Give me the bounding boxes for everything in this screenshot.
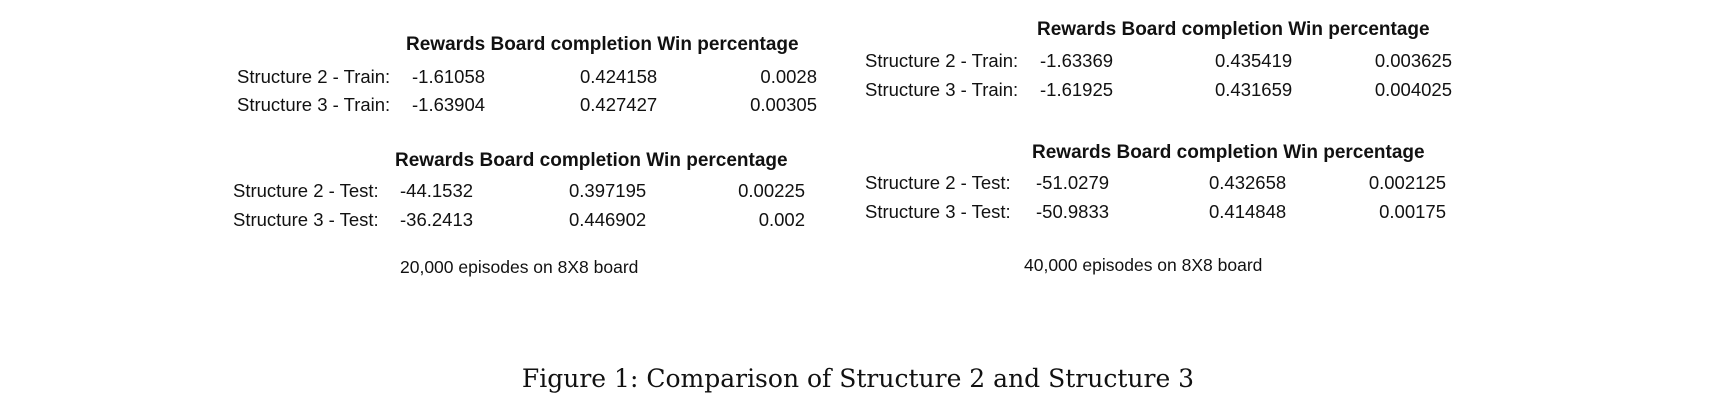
rewards-value: -36.2413	[400, 209, 474, 230]
table-row: Structure 2 - Train: -1.63369 0.435419 0…	[865, 50, 1452, 72]
table-header: Rewards Board completion Win percentage	[406, 34, 799, 56]
table-row: Structure 2 - Test: -51.0279 0.432658 0.…	[865, 172, 1446, 194]
table-row: Structure 2 - Train: -1.61058 0.424158 0…	[237, 66, 817, 88]
rewards-value: -1.63369	[1040, 50, 1114, 71]
rewards-value: -1.61058	[412, 66, 486, 87]
board-completion-value: 0.431659	[1215, 79, 1293, 100]
rewards-value: -51.0279	[1036, 172, 1110, 193]
table-row: Structure 3 - Test: -50.9833 0.414848 0.…	[865, 201, 1446, 223]
board-completion-value: 0.414848	[1209, 201, 1287, 222]
panel-caption: 40,000 episodes on 8X8 board	[1024, 255, 1263, 275]
table-header: Rewards Board completion Win percentage	[1037, 19, 1430, 41]
win-percentage-value: 0.0028	[760, 66, 817, 87]
rewards-value: -50.9833	[1036, 201, 1110, 222]
header-board-completion: Board completion	[1121, 19, 1283, 40]
rewards-value: -1.61925	[1040, 79, 1114, 100]
rewards-value: -44.1532	[400, 180, 474, 201]
row-label: Structure 3 - Test:	[233, 209, 379, 230]
header-rewards: Rewards	[1037, 19, 1117, 40]
win-percentage-value: 0.00305	[750, 94, 817, 115]
panel-caption: 20,000 episodes on 8X8 board	[400, 257, 639, 277]
table-row: Structure 3 - Train: -1.63904 0.427427 0…	[237, 94, 817, 116]
board-completion-value: 0.446902	[569, 209, 647, 230]
win-percentage-value: 0.004025	[1374, 79, 1452, 100]
table-header: Rewards Board completion Win percentage	[395, 150, 788, 172]
win-percentage-value: 0.00175	[1379, 201, 1446, 222]
board-completion-value: 0.427427	[580, 94, 658, 115]
header-rewards: Rewards	[1032, 142, 1112, 163]
win-percentage-value: 0.002	[758, 209, 805, 230]
table-row: Structure 2 - Test: -44.1532 0.397195 0.…	[233, 180, 805, 202]
board-completion-value: 0.432658	[1209, 172, 1287, 193]
header-win-percentage: Win percentage	[646, 150, 788, 171]
table-row: Structure 3 - Train: -1.61925 0.431659 0…	[865, 79, 1452, 101]
rewards-value: -1.63904	[412, 94, 486, 115]
row-label: Structure 3 - Train:	[237, 94, 391, 115]
header-win-percentage: Win percentage	[657, 34, 799, 55]
table-header: Rewards Board completion Win percentage	[1032, 142, 1425, 164]
row-label: Structure 2 - Train:	[865, 50, 1019, 71]
header-rewards: Rewards	[406, 34, 486, 55]
figure-caption: Figure 1: Comparison of Structure 2 and …	[521, 364, 1195, 393]
table-row: Structure 3 - Test: -36.2413 0.446902 0.…	[233, 209, 805, 231]
header-board-completion: Board completion	[1116, 142, 1278, 163]
board-completion-value: 0.397195	[569, 180, 647, 201]
row-label: Structure 2 - Train:	[237, 66, 391, 87]
win-percentage-value: 0.00225	[738, 180, 805, 201]
row-label: Structure 3 - Train:	[865, 79, 1019, 100]
win-percentage-value: 0.002125	[1368, 172, 1446, 193]
row-label: Structure 2 - Test:	[865, 172, 1011, 193]
board-completion-value: 0.424158	[580, 66, 658, 87]
header-board-completion: Board completion	[479, 150, 641, 171]
row-label: Structure 2 - Test:	[233, 180, 379, 201]
win-percentage-value: 0.003625	[1374, 50, 1452, 71]
header-win-percentage: Win percentage	[1283, 142, 1425, 163]
row-label: Structure 3 - Test:	[865, 201, 1011, 222]
board-completion-value: 0.435419	[1215, 50, 1293, 71]
header-win-percentage: Win percentage	[1288, 19, 1430, 40]
header-board-completion: Board completion	[490, 34, 652, 55]
header-rewards: Rewards	[395, 150, 475, 171]
